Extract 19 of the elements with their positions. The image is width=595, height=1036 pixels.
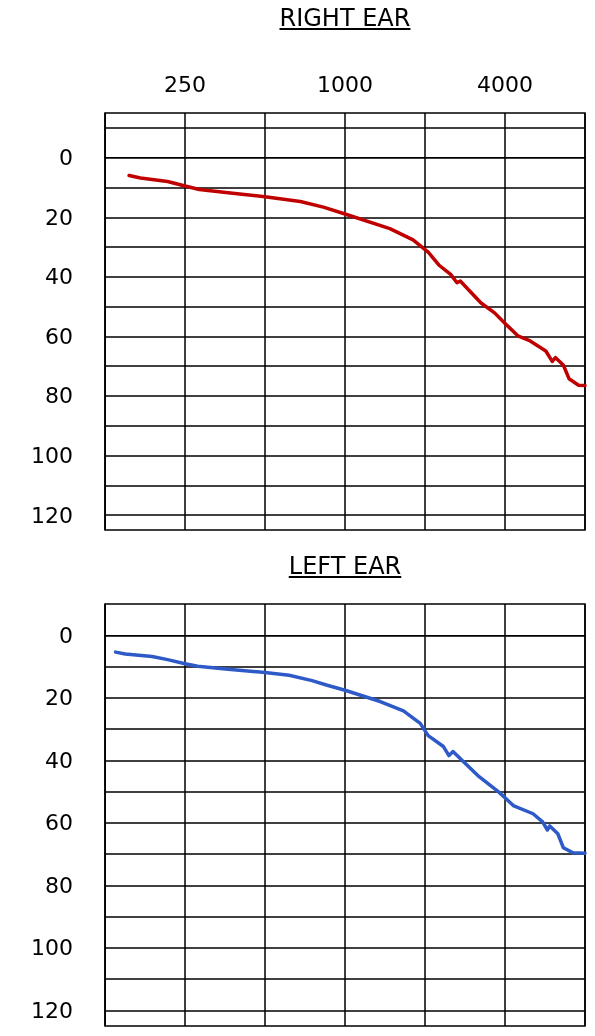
y-tick-label: 40 — [45, 264, 73, 290]
chart-title: RIGHT EAR — [278, 4, 412, 32]
y-tick-label: 120 — [31, 997, 73, 1023]
y-tick-label: 0 — [59, 622, 73, 648]
chart-title: LEFT EAR — [287, 552, 403, 580]
x-tick-label: 1000 — [317, 71, 373, 97]
y-tick-label: 60 — [45, 810, 73, 836]
y-tick-label: 100 — [31, 443, 73, 469]
y-tick-label: 80 — [45, 383, 73, 409]
y-tick-label: 120 — [31, 502, 73, 528]
y-tick-label: 20 — [45, 204, 73, 230]
y-tick-label: 60 — [45, 323, 73, 349]
x-tick-label: 4000 — [477, 71, 533, 97]
x-tick-label: 250 — [164, 71, 206, 97]
y-tick-label: 20 — [45, 685, 73, 711]
y-tick-label: 80 — [45, 872, 73, 898]
y-tick-label: 0 — [59, 145, 73, 171]
y-tick-label: 40 — [45, 747, 73, 773]
y-tick-label: 100 — [31, 935, 73, 961]
